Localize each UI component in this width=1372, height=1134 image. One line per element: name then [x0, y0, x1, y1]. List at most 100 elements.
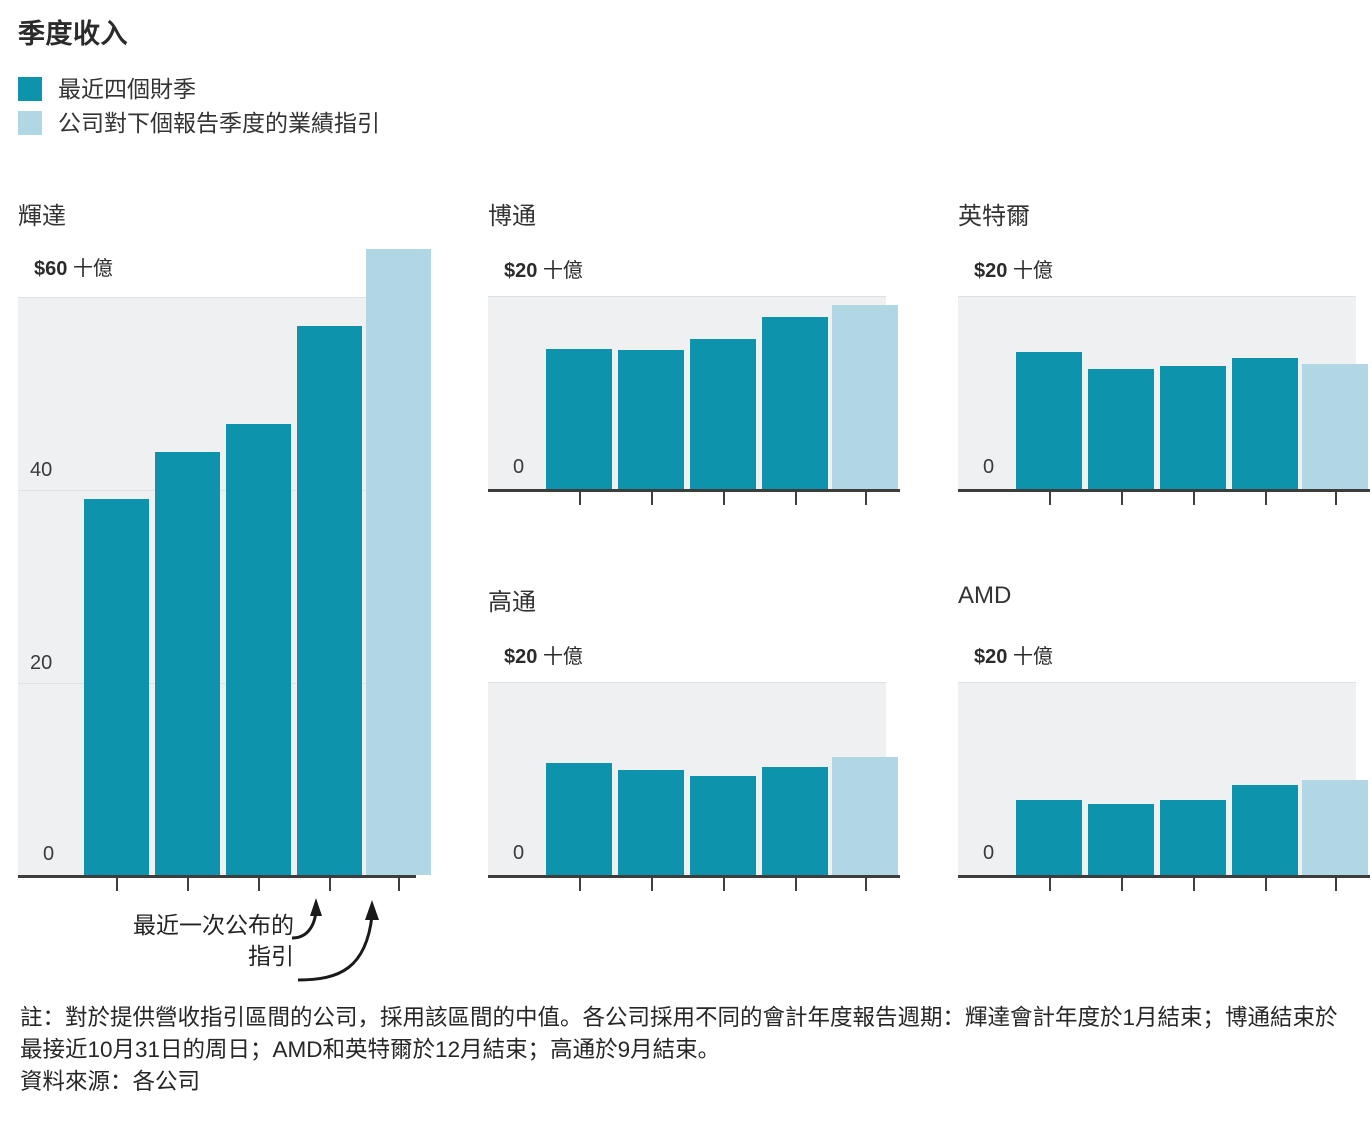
axis-max-unit-nvidia: 十億	[72, 258, 113, 280]
bar-qualcomm-q2[interactable]	[618, 770, 684, 875]
tick-label-nvidia-40: 40	[30, 459, 53, 481]
axis-max-label-nvidia: $60 十億	[34, 252, 113, 281]
axis-max-label-qualcomm: $20 十億	[504, 640, 583, 669]
panel-title-intel: 英特爾	[958, 203, 1030, 230]
x-axis-tick-amd-5	[1335, 878, 1337, 891]
bar-broadcom-q4[interactable]	[762, 317, 828, 489]
x-axis-tick-nvidia-2	[187, 878, 189, 891]
panel-qualcomm: 高通 $20 十億 0	[488, 582, 900, 902]
x-axis-tick-intel-4	[1265, 492, 1267, 505]
plot-area-broadcom: 0	[488, 296, 898, 489]
plot-area-qualcomm: 0	[488, 682, 898, 875]
panel-intel: 英特爾 $20 十億 0	[958, 196, 1370, 516]
x-axis-tick-nvidia-5	[398, 878, 400, 891]
panel-broadcom: 博通 $20 十億 0	[488, 196, 900, 516]
bar-intel-guidance[interactable]	[1302, 364, 1368, 489]
x-axis-qualcomm	[488, 875, 900, 878]
bar-amd-q3[interactable]	[1160, 800, 1226, 875]
tick-label-qualcomm-0: 0	[513, 842, 525, 864]
x-axis-tick-amd-2	[1121, 878, 1123, 891]
bar-intel-q1[interactable]	[1016, 352, 1082, 489]
x-axis-nvidia	[18, 875, 416, 878]
bar-amd-q4[interactable]	[1232, 785, 1298, 875]
plot-area-amd: 0	[958, 682, 1368, 875]
bar-qualcomm-q1[interactable]	[546, 763, 612, 875]
x-axis-tick-qualcomm-1	[579, 878, 581, 891]
axis-max-value-broadcom: $20	[504, 260, 538, 282]
axis-max-unit-amd: 十億	[1012, 646, 1053, 668]
bar-qualcomm-guidance[interactable]	[832, 757, 898, 875]
panel-title-qualcomm: 高通	[488, 589, 536, 616]
footnote-source: 資料來源：各公司	[20, 1068, 201, 1094]
legend-label-actual: 最近四個財季	[58, 75, 196, 102]
x-axis-tick-qualcomm-3	[723, 878, 725, 891]
x-axis-tick-amd-1	[1049, 878, 1051, 891]
tick-label-nvidia-20: 20	[30, 652, 53, 674]
bar-broadcom-q3[interactable]	[690, 339, 756, 489]
x-axis-tick-intel-1	[1049, 492, 1051, 505]
x-axis-intel	[958, 489, 1370, 492]
legend-item-actual: 最近四個財季	[18, 72, 380, 106]
axis-max-value-intel: $20	[974, 260, 1008, 282]
panel-title-broadcom: 博通	[488, 203, 536, 230]
bar-amd-guidance[interactable]	[1302, 780, 1368, 875]
axis-max-label-broadcom: $20 十億	[504, 254, 583, 283]
panel-title-amd: AMD	[958, 582, 1012, 609]
x-axis-tick-nvidia-1	[116, 878, 118, 891]
bar-qualcomm-q3[interactable]	[690, 776, 756, 875]
gridline-broadcom-20	[488, 296, 886, 297]
x-axis-tick-broadcom-3	[723, 492, 725, 505]
gridline-qualcomm-20	[488, 682, 886, 683]
axis-max-label-amd: $20 十億	[974, 640, 1053, 669]
legend-swatch-guidance-icon	[18, 111, 42, 135]
panel-nvidia: 輝達 $60 十億 40 20 0	[18, 196, 438, 896]
x-axis-tick-intel-3	[1193, 492, 1195, 505]
x-axis-amd	[958, 875, 1370, 878]
bar-broadcom-guidance[interactable]	[832, 305, 898, 489]
axis-max-value-qualcomm: $20	[504, 646, 538, 668]
x-axis-tick-broadcom-1	[579, 492, 581, 505]
x-axis-tick-amd-4	[1265, 878, 1267, 891]
bar-nvidia-q3[interactable]	[226, 424, 291, 875]
plot-area-nvidia: 40 20 0	[18, 249, 431, 875]
annotation-line-2: 指引	[248, 943, 294, 970]
gridline-nvidia-60	[18, 297, 416, 298]
legend-swatch-actual-icon	[18, 77, 42, 101]
bar-nvidia-q1[interactable]	[84, 499, 149, 875]
legend: 最近四個財季 公司對下個報告季度的業績指引	[18, 72, 380, 140]
x-axis-tick-qualcomm-2	[651, 878, 653, 891]
bar-broadcom-q1[interactable]	[546, 349, 612, 489]
axis-max-value-amd: $20	[974, 646, 1008, 668]
annotation-line-1: 最近一次公布的	[133, 912, 294, 938]
x-axis-tick-intel-5	[1335, 492, 1337, 505]
panel-amd: AMD $20 十億 0	[958, 582, 1370, 902]
axis-max-label-intel: $20 十億	[974, 254, 1053, 283]
x-axis-tick-qualcomm-4	[795, 878, 797, 891]
axis-max-value-nvidia: $60	[34, 258, 68, 280]
bar-amd-q1[interactable]	[1016, 800, 1082, 875]
annotation-text: 最近一次公布的 指引	[34, 910, 294, 972]
tick-label-amd-0: 0	[983, 842, 995, 864]
bar-amd-q2[interactable]	[1088, 804, 1154, 875]
annotation-arrow-icon	[291, 898, 379, 982]
panel-title-nvidia: 輝達	[18, 203, 66, 230]
x-axis-tick-nvidia-4	[329, 878, 331, 891]
bar-nvidia-q2[interactable]	[155, 452, 220, 875]
bar-intel-q3[interactable]	[1160, 366, 1226, 489]
tick-label-broadcom-0: 0	[513, 456, 525, 478]
bar-broadcom-q2[interactable]	[618, 350, 684, 489]
legend-label-guidance: 公司對下個報告季度的業績指引	[58, 109, 380, 136]
x-axis-tick-qualcomm-5	[865, 878, 867, 891]
bar-intel-q2[interactable]	[1088, 369, 1154, 489]
axis-max-unit-qualcomm: 十億	[542, 646, 583, 668]
x-axis-tick-amd-3	[1193, 878, 1195, 891]
bar-nvidia-q4[interactable]	[297, 326, 362, 875]
bar-intel-q4[interactable]	[1232, 358, 1298, 489]
page-title: 季度收入	[18, 19, 128, 49]
x-axis-tick-nvidia-3	[258, 878, 260, 891]
tick-label-nvidia-0: 0	[43, 843, 55, 865]
gridline-amd-20	[958, 682, 1356, 683]
footnotes: 註：對於提供營收指引區間的公司，採用該區間的中值。各公司採用不同的會計年度報告週…	[20, 1002, 1360, 1098]
bar-nvidia-guidance[interactable]	[366, 249, 431, 875]
bar-qualcomm-q4[interactable]	[762, 767, 828, 875]
